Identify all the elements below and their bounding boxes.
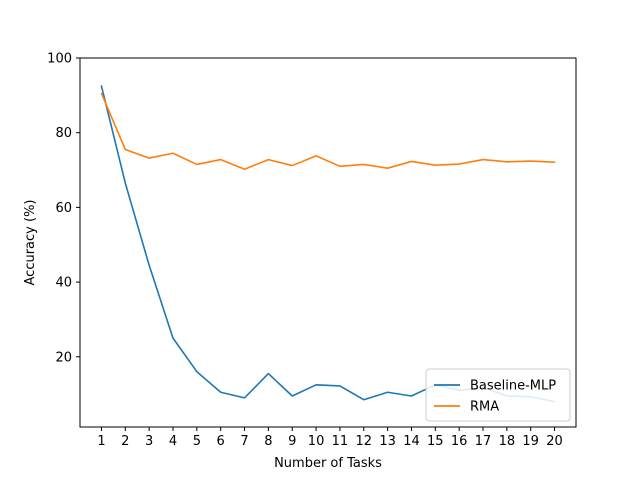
x-tick-label: 14	[403, 434, 420, 449]
y-axis-label: Accuracy (%)	[23, 200, 38, 286]
x-tick-label: 8	[264, 434, 272, 449]
x-tick-label: 5	[193, 434, 201, 449]
x-tick-label: 15	[427, 434, 444, 449]
x-tick-label: 4	[169, 434, 177, 449]
y-tick-label: 100	[47, 52, 72, 67]
series-line-rma	[100, 92, 556, 171]
x-tick-label: 1	[97, 434, 105, 449]
axes-frame	[79, 57, 577, 428]
y-tick-label: 80	[55, 126, 72, 141]
x-tick-label: 16	[451, 434, 468, 449]
ticks-layer: 1 2 3 4 5 6 7 8 9 10 11 12 13 14 15 16 17 18 19 20204060801…	[47, 52, 563, 450]
x-tick-label: 18	[499, 434, 516, 449]
y-tick-label: 20	[55, 350, 72, 365]
x-tick-label: 2	[121, 434, 129, 449]
legend-label: Baseline-MLP	[470, 379, 556, 394]
x-tick-label: 12	[355, 434, 372, 449]
x-tick-label: 9	[288, 434, 296, 449]
x-tick-label: 11	[332, 434, 349, 449]
x-tick-label: 7	[240, 434, 248, 449]
legend-label: RMA	[470, 400, 499, 415]
legend-box	[425, 368, 571, 422]
x-tick-label: 10	[308, 434, 325, 449]
x-tick-label: 13	[379, 434, 396, 449]
legend: Baseline-MLP RMA	[425, 368, 571, 422]
y-tick-label: 40	[55, 276, 72, 291]
y-tick-label: 60	[55, 201, 72, 216]
x-tick-label: 19	[522, 434, 539, 449]
x-tick-label: 17	[475, 434, 492, 449]
x-tick-label: 20	[546, 434, 563, 449]
x-axis-label: Number of Tasks	[274, 456, 382, 471]
x-tick-label: 6	[217, 434, 225, 449]
x-tick-label: 3	[145, 434, 153, 449]
